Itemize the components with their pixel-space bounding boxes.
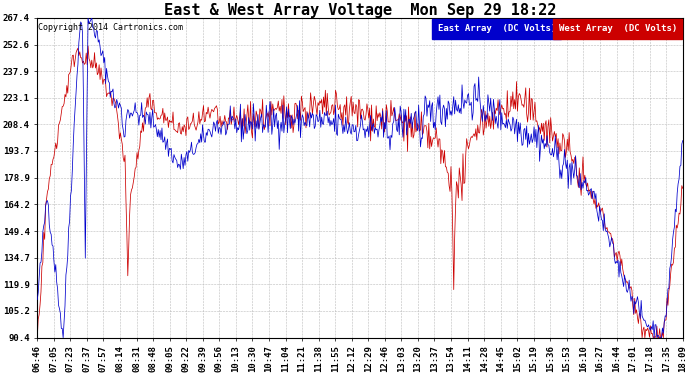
Legend: East Array  (DC Volts), West Array  (DC Volts): East Array (DC Volts), West Array (DC Vo… (433, 22, 678, 34)
Text: Copyright 2014 Cartronics.com: Copyright 2014 Cartronics.com (38, 22, 183, 32)
Title: East & West Array Voltage  Mon Sep 29 18:22: East & West Array Voltage Mon Sep 29 18:… (164, 3, 556, 18)
